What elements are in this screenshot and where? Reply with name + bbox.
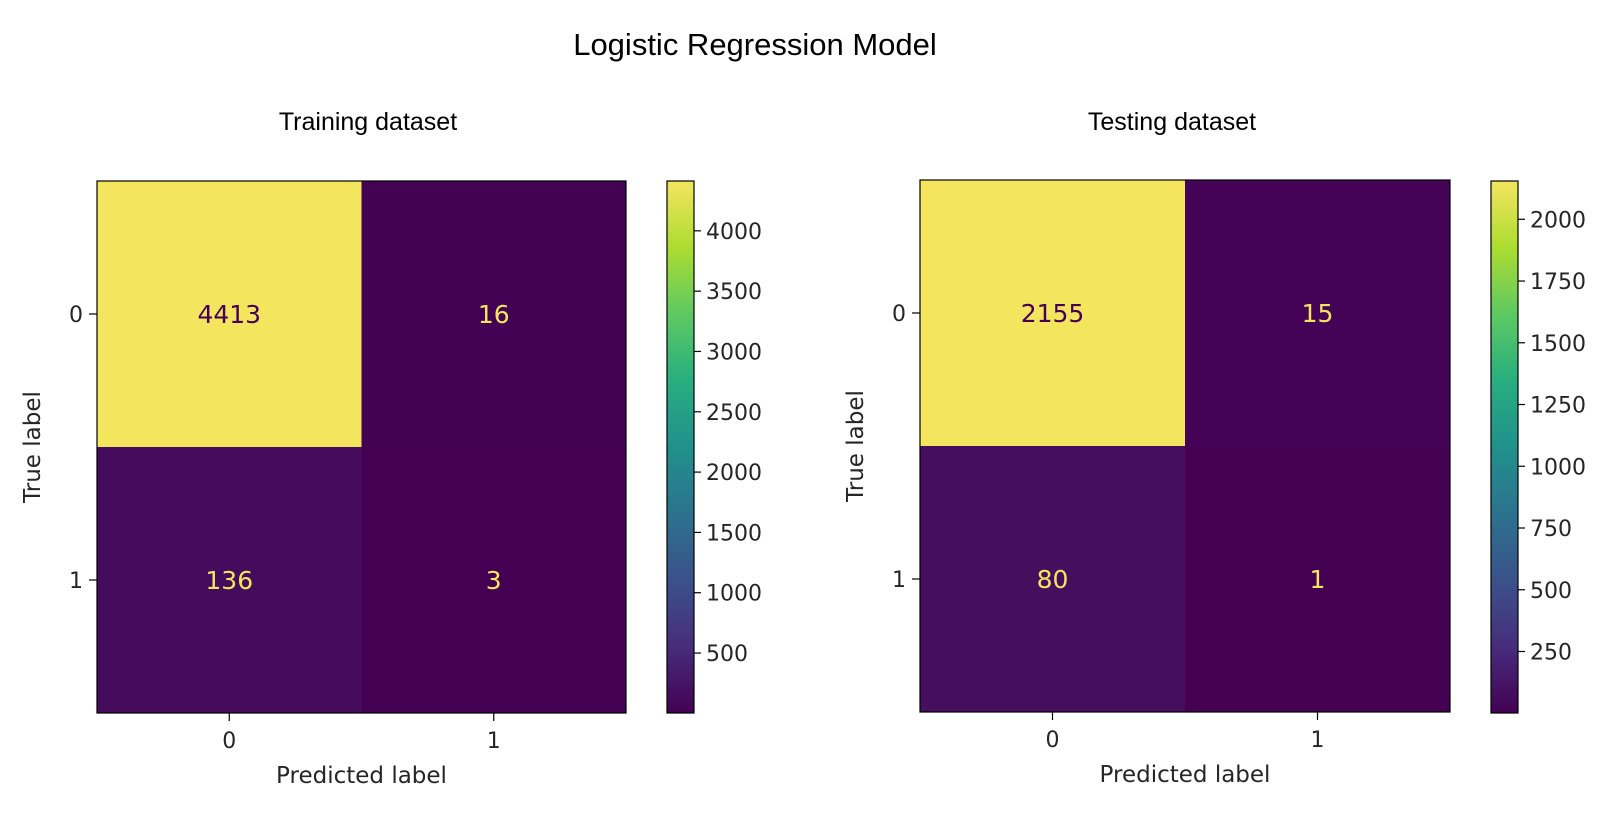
testing-colorbar-tick-label-6: 1750 bbox=[1530, 270, 1586, 295]
testing-colorbar-tick-label-5: 1500 bbox=[1530, 332, 1586, 357]
training-confusion-matrix: Training dataset 4413 16 136 3 0 1 0 1 Predicted … bbox=[20, 108, 762, 789]
training-cell-label-0-1: 16 bbox=[478, 300, 510, 329]
testing-y-axis-label: True label bbox=[843, 390, 869, 503]
training-colorbar-tick-label-4: 2500 bbox=[706, 401, 762, 426]
testing-cell-0-0 bbox=[920, 180, 1185, 446]
training-cell-1-0 bbox=[97, 447, 362, 713]
training-panel-title: Training dataset bbox=[279, 108, 457, 136]
training-colorbar-tick-label-0: 500 bbox=[706, 642, 748, 667]
testing-colorbar-tick-label-7: 2000 bbox=[1530, 208, 1586, 233]
testing-cell-1-1 bbox=[1185, 446, 1450, 712]
training-colorbar-tick-label-6: 3500 bbox=[706, 280, 762, 305]
training-y-axis-label: True label bbox=[20, 391, 46, 504]
testing-colorbar-tick-label-0: 250 bbox=[1530, 641, 1572, 666]
training-x-tick-label-1: 1 bbox=[487, 729, 501, 754]
training-y-tick-label-1: 1 bbox=[69, 569, 83, 594]
training-colorbar-tick-label-3: 2000 bbox=[706, 461, 762, 486]
testing-colorbar-tick-label-4: 1250 bbox=[1530, 394, 1586, 419]
training-colorbar-tick-label-7: 4000 bbox=[706, 220, 762, 245]
training-axes-frame bbox=[96, 180, 627, 714]
training-x-axis-label: Predicted label bbox=[276, 763, 447, 789]
training-cell-label-1-0: 136 bbox=[205, 566, 253, 595]
testing-axes-frame bbox=[919, 179, 1451, 713]
testing-cell-label-0-1: 15 bbox=[1302, 299, 1334, 328]
testing-colorbar-tick-label-3: 1000 bbox=[1530, 455, 1586, 480]
figure-title: Logistic Regression Model bbox=[573, 27, 937, 62]
testing-panel-title: Testing dataset bbox=[1088, 108, 1256, 136]
training-colorbar bbox=[666, 180, 695, 714]
testing-cell-label-0-0: 2155 bbox=[1021, 299, 1085, 328]
training-cell-0-0 bbox=[97, 181, 362, 447]
testing-confusion-matrix: Testing dataset 2155 15 80 1 0 1 0 1 Predicted la… bbox=[843, 108, 1586, 788]
testing-cell-label-1-0: 80 bbox=[1037, 565, 1069, 594]
training-cell-label-0-0: 4413 bbox=[197, 300, 261, 329]
testing-cell-0-1 bbox=[1185, 180, 1450, 446]
testing-x-axis-label: Predicted label bbox=[1100, 762, 1271, 788]
training-y-tick-label-0: 0 bbox=[69, 303, 83, 328]
training-colorbar-tick-label-1: 1000 bbox=[706, 582, 762, 607]
testing-cell-label-1-1: 1 bbox=[1310, 565, 1326, 594]
training-cell-label-1-1: 3 bbox=[486, 566, 502, 595]
testing-colorbar bbox=[1490, 180, 1519, 714]
training-cell-1-1 bbox=[361, 447, 626, 713]
training-colorbar-tick-label-2: 1500 bbox=[706, 521, 762, 546]
training-x-tick-label-0: 0 bbox=[222, 729, 236, 754]
testing-colorbar-tick-label-1: 500 bbox=[1530, 579, 1572, 604]
training-cell-0-1 bbox=[361, 181, 626, 447]
testing-cell-1-0 bbox=[920, 446, 1185, 712]
testing-x-tick-label-1: 1 bbox=[1311, 728, 1325, 753]
testing-colorbar-tick-label-2: 750 bbox=[1530, 517, 1572, 542]
testing-x-tick-label-0: 0 bbox=[1046, 728, 1060, 753]
testing-y-tick-label-1: 1 bbox=[892, 568, 906, 593]
testing-y-tick-label-0: 0 bbox=[892, 302, 906, 327]
training-colorbar-tick-label-5: 3000 bbox=[706, 340, 762, 365]
